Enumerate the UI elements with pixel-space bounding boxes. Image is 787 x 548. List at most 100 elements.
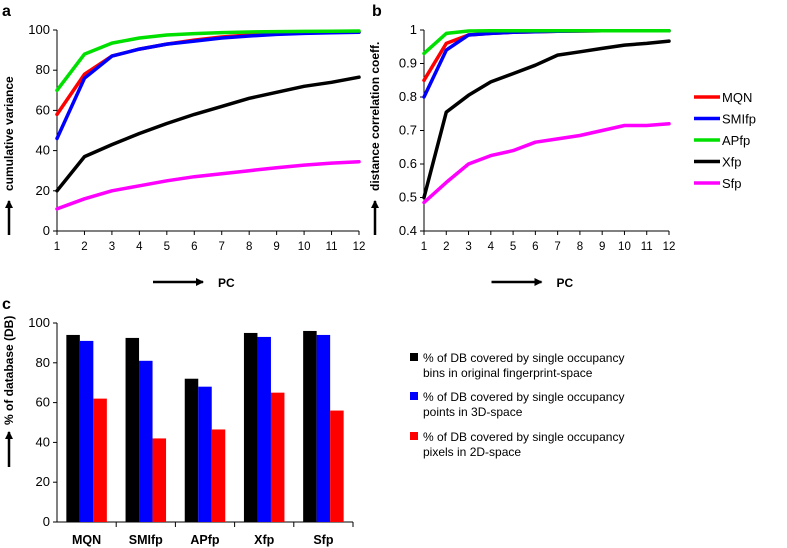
line-legend: MQN SMIfp APfp Xfp Sfp bbox=[694, 90, 756, 191]
x-tick-label: 1 bbox=[54, 241, 60, 253]
series-line-apfp bbox=[422, 28, 671, 56]
y-tick-label: 40 bbox=[36, 434, 50, 449]
x-tick-label: 2 bbox=[443, 241, 449, 253]
legend-text-1: % of DB covered by single occupancy bbox=[423, 390, 624, 404]
bar-xfp-0 bbox=[243, 332, 258, 522]
x-tick-label: 5 bbox=[164, 241, 170, 253]
series-line-mqn bbox=[55, 30, 361, 117]
y-tick-label: 60 bbox=[36, 395, 50, 410]
x-tick-label: 3 bbox=[109, 241, 115, 253]
x-tick-label: 7 bbox=[219, 241, 225, 253]
legend-label-xfp: Xfp bbox=[722, 155, 742, 170]
legend-text-1: points in 3D-space bbox=[423, 405, 523, 419]
x-tick-label: 4 bbox=[488, 241, 495, 253]
legend-text-0: bins in original fingerprint-space bbox=[423, 366, 593, 380]
y-axis-label: cumulative variance bbox=[2, 76, 16, 191]
legend-label-sfp: Sfp bbox=[722, 176, 742, 191]
y-tick-label: 0.8 bbox=[399, 89, 417, 104]
x-tick-label: 9 bbox=[599, 241, 605, 253]
y-tick-label: 0.5 bbox=[399, 190, 417, 205]
y-tick-label: 0 bbox=[43, 223, 50, 238]
bar-smifp-1 bbox=[139, 360, 153, 522]
x-category-label: Xfp bbox=[254, 533, 275, 547]
series-line-mqn bbox=[422, 28, 671, 83]
bar-apfp-2 bbox=[211, 429, 226, 522]
bar-sfp-1 bbox=[316, 334, 331, 522]
bar-apfp-0 bbox=[184, 378, 199, 522]
y-tick-label: 20 bbox=[36, 474, 50, 489]
bar-legend: % of DB covered by single occupancybins … bbox=[410, 351, 624, 459]
bar-sfp-2 bbox=[330, 410, 344, 522]
legend-label-smifp: SMIfp bbox=[722, 112, 756, 127]
y-tick-label: 0 bbox=[43, 514, 50, 529]
legend-swatch-0 bbox=[410, 353, 418, 361]
bar-mqn-0 bbox=[66, 334, 80, 522]
x-tick-label: 4 bbox=[136, 241, 143, 253]
bar-mqn-1 bbox=[79, 340, 94, 522]
x-tick-label: 10 bbox=[298, 241, 311, 253]
panel-b-label: b bbox=[372, 3, 382, 20]
x-tick-label: 3 bbox=[465, 241, 471, 253]
y-tick-label: 40 bbox=[36, 143, 50, 158]
legend-text-2: % of DB covered by single occupancy bbox=[423, 430, 624, 444]
bar-xfp-2 bbox=[270, 392, 285, 522]
x-tick-label: 1 bbox=[421, 241, 427, 253]
panel-b-chart: 0.40.50.60.70.80.911 2 3 4 5 6 7 8 9 10 11 12PCdist… bbox=[368, 22, 675, 290]
x-tick-label: 6 bbox=[191, 241, 197, 253]
series-line-sfp bbox=[422, 122, 671, 205]
x-tick-label: 5 bbox=[510, 241, 516, 253]
x-tick-label: 12 bbox=[353, 241, 366, 253]
x-tick-label: 9 bbox=[273, 241, 279, 253]
y-axis-label: distance correlation coeff. bbox=[368, 42, 382, 191]
panel-c-chart: 0 20 40 60 80 100 MQN SMIfp APfp Xfp Sfp % of datab… bbox=[2, 315, 354, 547]
x-tick-label: 12 bbox=[663, 241, 676, 253]
y-tick-label: 60 bbox=[36, 102, 50, 117]
y-tick-label: 0.7 bbox=[399, 123, 417, 138]
x-tick-label: 10 bbox=[618, 241, 631, 253]
series-line-smifp bbox=[422, 28, 671, 99]
series-line-smifp bbox=[55, 30, 361, 141]
x-axis-label: PC bbox=[557, 276, 574, 290]
x-tick-label: 6 bbox=[532, 241, 538, 253]
x-tick-label: 7 bbox=[554, 241, 560, 253]
bar-sfp-0 bbox=[303, 330, 317, 522]
x-tick-label: 2 bbox=[81, 241, 87, 253]
x-category-label: APfp bbox=[190, 533, 220, 547]
legend-text-0: % of DB covered by single occupancy bbox=[423, 351, 624, 365]
x-category-label: Sfp bbox=[313, 533, 334, 547]
x-tick-label: 11 bbox=[326, 241, 338, 253]
legend-label-apfp: APfp bbox=[722, 133, 750, 148]
bar-mqn-2 bbox=[93, 398, 107, 522]
y-tick-label: 100 bbox=[28, 315, 50, 330]
x-axis-label: PC bbox=[218, 276, 235, 290]
bar-apfp-1 bbox=[198, 386, 212, 522]
x-tick-label: 8 bbox=[246, 241, 252, 253]
series-line-sfp bbox=[55, 159, 361, 211]
x-tick-label: 11 bbox=[641, 241, 653, 253]
legend-text-2: pixels in 2D-space bbox=[423, 445, 521, 459]
y-tick-label: 0.6 bbox=[399, 156, 417, 171]
panel-c-label: c bbox=[2, 296, 11, 313]
y-tick-label: 80 bbox=[36, 62, 50, 77]
series-line-apfp bbox=[55, 29, 361, 93]
series-line-xfp bbox=[55, 75, 361, 193]
y-tick-label: 20 bbox=[36, 183, 50, 198]
legend-swatch-1 bbox=[410, 392, 418, 400]
x-category-label: MQN bbox=[72, 533, 101, 547]
y-axis-label: % of database (DB) bbox=[2, 316, 16, 425]
legend-swatch-2 bbox=[410, 432, 418, 440]
x-category-label: SMIfp bbox=[129, 533, 163, 547]
y-tick-label: 0.9 bbox=[399, 56, 417, 71]
x-tick-label: 8 bbox=[577, 241, 583, 253]
legend-label-mqn: MQN bbox=[722, 90, 752, 105]
bar-xfp-1 bbox=[257, 336, 271, 522]
y-tick-label: 80 bbox=[36, 355, 50, 370]
y-tick-label: 100 bbox=[28, 22, 50, 37]
y-tick-label: 0.4 bbox=[399, 223, 417, 238]
series-line-xfp bbox=[422, 39, 671, 200]
panel-a-label: a bbox=[2, 3, 11, 20]
bar-smifp-2 bbox=[152, 438, 167, 522]
y-tick-label: 1 bbox=[410, 22, 417, 37]
